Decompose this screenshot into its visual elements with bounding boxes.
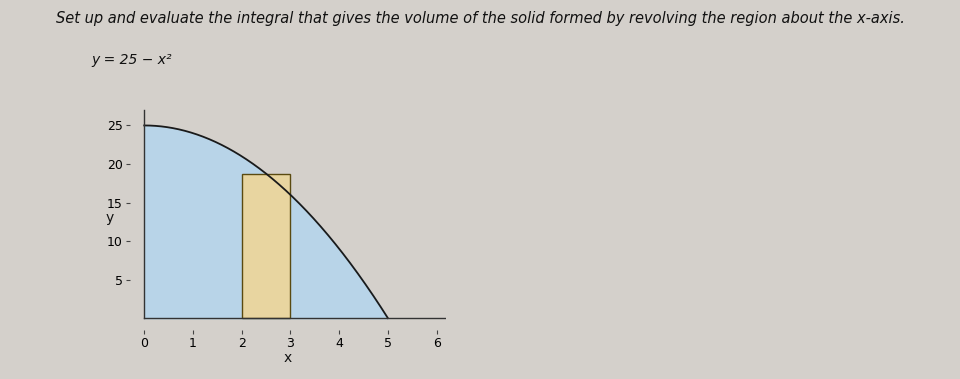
X-axis label: x: x (284, 351, 292, 365)
Text: y = 25 − x²: y = 25 − x² (91, 53, 172, 67)
Text: y: y (106, 211, 114, 225)
Text: Set up and evaluate the integral that gives the volume of the solid formed by re: Set up and evaluate the integral that gi… (56, 11, 904, 27)
Bar (242, 174, 291, 318)
